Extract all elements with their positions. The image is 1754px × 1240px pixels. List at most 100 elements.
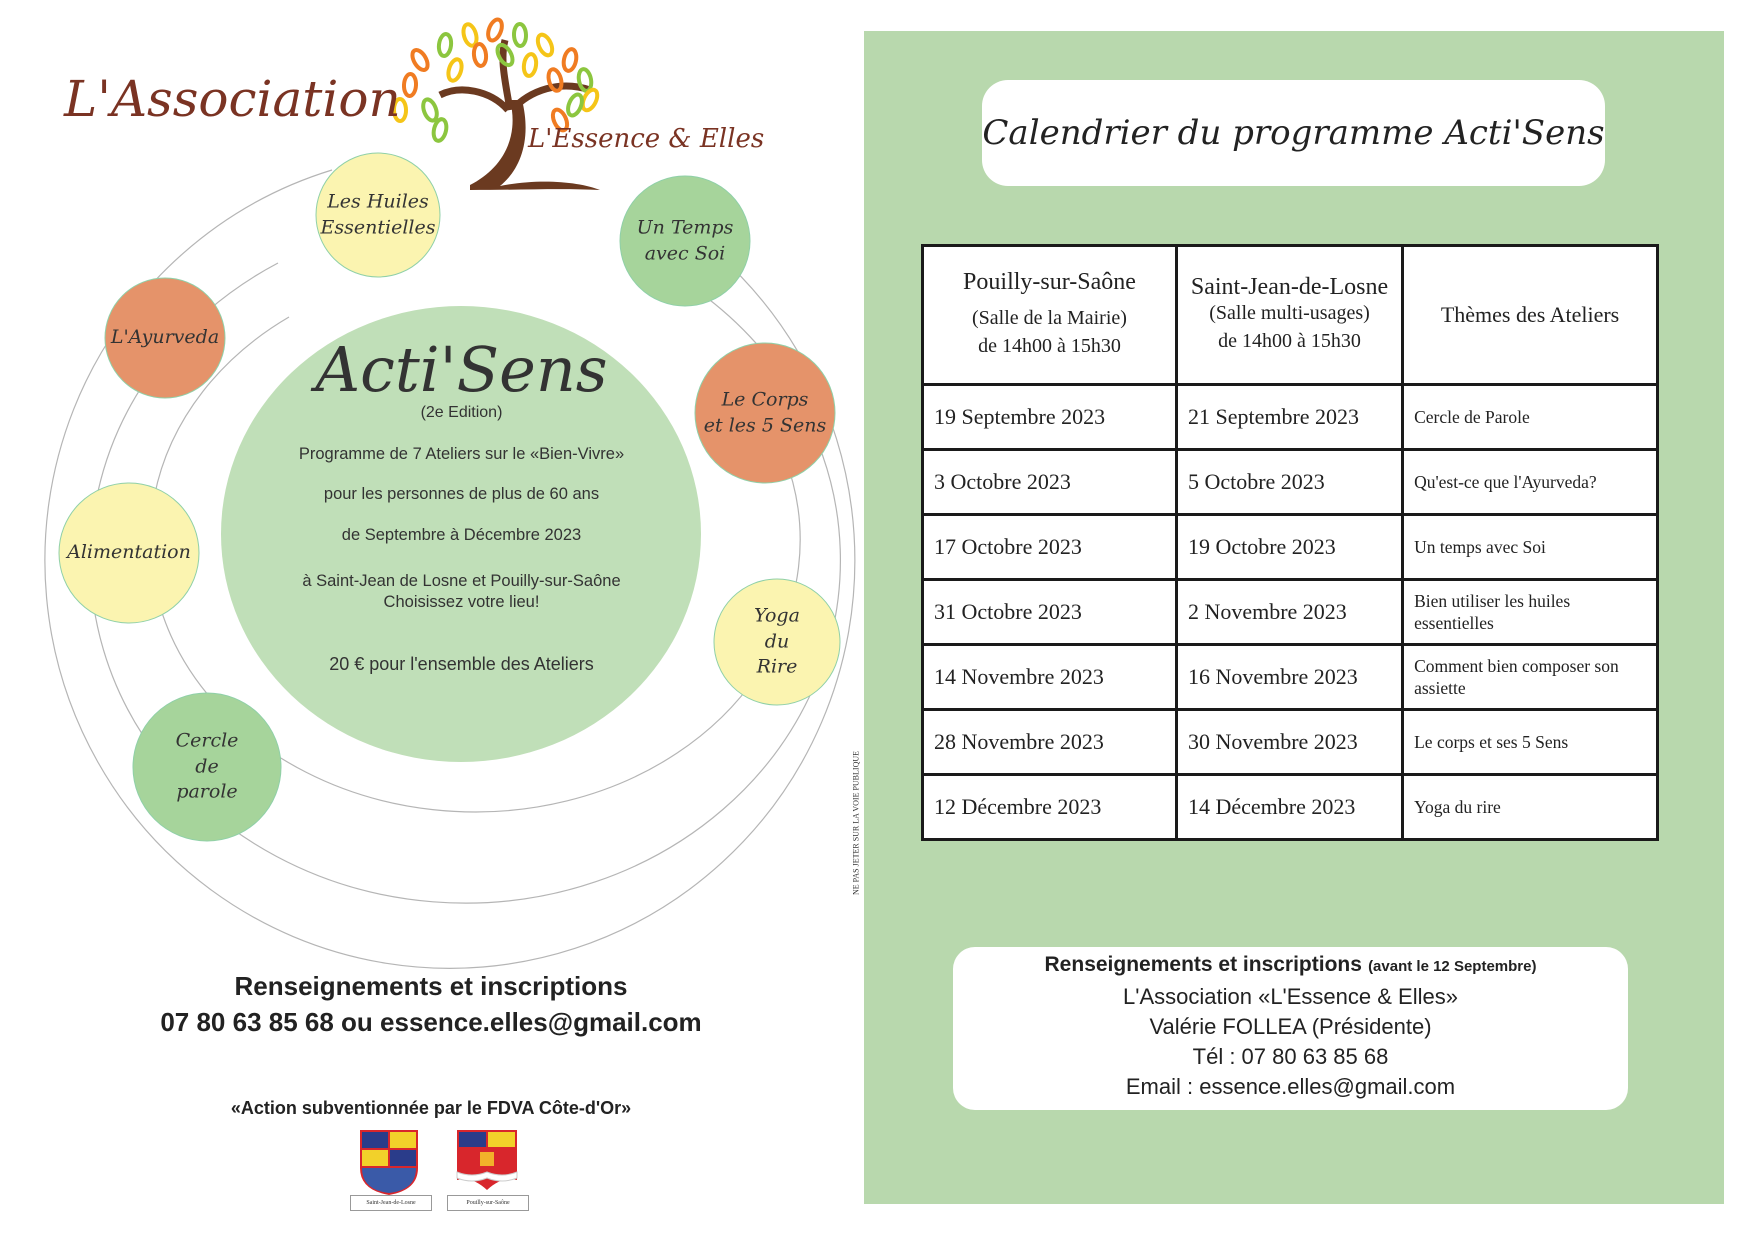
workshop-theme: Cercle de Parole [1401,383,1659,451]
bubble-label-line: de [195,755,219,778]
saint-jean-date: 14 Décembre 2023 [1174,773,1405,841]
table-row: 17 Octobre 2023 19 Octobre 2023 Un temps a… [921,513,1659,581]
bubble-label-line: avec Soi [644,242,726,264]
bubble-label-line: Le Corps [721,388,809,411]
workshop-bubble-label: Alimentation [67,540,191,566]
header-sub: de 14h00 à 15h30 [978,335,1121,357]
contact-phone: Tél : 07 80 63 85 68 [1192,1044,1389,1069]
pouilly-date: 3 Octobre 2023 [921,448,1178,516]
column-header: Pouilly-sur-Saône (Salle de la Mairie) d… [921,244,1178,386]
column-header: Thèmes des Ateliers [1401,244,1659,386]
table-row: 31 Octobre 2023 2 Novembre 2023 Bien utili… [921,578,1659,646]
arms-label: Saint-Jean-de-Losne [350,1195,432,1211]
table-row: 3 Octobre 2023 5 Octobre 2023 Qu'est-ce qu… [921,448,1659,516]
header-title: Thèmes des Ateliers [1440,302,1620,327]
saint-jean-date: 5 Octobre 2023 [1174,448,1405,516]
program-description: Acti'Sens (2e Edition) Programme de 7 At… [221,330,702,675]
coat-of-arms-pouilly-sur-saone [456,1130,518,1190]
pouilly-date: 28 Novembre 2023 [921,708,1178,776]
saint-jean-date: 30 Novembre 2023 [1174,708,1405,776]
table-header-row: Pouilly-sur-Saône (Salle de la Mairie) d… [921,244,1659,386]
logo-name-text: L'Essence & Elles [528,124,765,154]
bubble-label-line: Alimentation [67,541,191,564]
header-title: Saint-Jean-de-Losne [1190,274,1389,300]
description-line: de Septembre à Décembre 2023 [341,526,582,544]
pouilly-date: 12 Décembre 2023 [921,773,1178,841]
contact-president: Valérie FOLLEA (Présidente) [1149,1014,1432,1039]
pouilly-date: 17 Octobre 2023 [921,513,1178,581]
workshop-bubble-label: Le Corps et les 5 Sens [704,387,826,438]
workshop-theme: Yoga du rire [1401,773,1659,841]
bubble-label-line: L'Ayurveda [110,326,220,349]
orbit-arc-middle [89,262,841,904]
workshop-bubble-label: Les Huiles Essentielles [321,189,436,240]
table-row: 14 Novembre 2023 16 Novembre 2023 Comment … [921,643,1659,711]
saint-jean-date: 16 Novembre 2023 [1174,643,1405,711]
bubble-label-line: Essentielles [320,216,436,238]
workshop-theme: Le corps et ses 5 Sens [1401,708,1659,776]
coat-of-arms-saint-jean-de-losne [360,1130,418,1195]
bubble-label-line: Cercle [175,729,239,752]
column-header: Saint-Jean-de-Losne (Salle multi-usages)… [1174,244,1405,386]
subsidy-note: «Action subventionnée par le FDVA Côte-d… [230,1098,632,1118]
left-contact: Renseignements et inscriptions 07 80 63 … [0,968,862,1040]
saint-jean-date: 2 Novembre 2023 [1174,578,1405,646]
bubble-label-line: Un Temps [636,216,734,239]
contact-line: 07 80 63 85 68 ou essence.elles@gmail.co… [160,1007,702,1037]
table-row: 12 Décembre 2023 14 Décembre 2023 Yoga du … [921,773,1659,841]
logo-association-text: L'Association [64,70,401,128]
workshop-bubble [694,342,836,484]
vertical-note: NE PAS JETER SUR LA VOIE PUBLIQUE [851,750,861,896]
workshop-bubble [619,175,751,307]
contact-association: L'Association «L'Essence & Elles» [1123,984,1458,1009]
description-line: à Saint-Jean de Losne et Pouilly-sur-Saô… [302,572,621,590]
calendar-title: Calendrier du programme Acti'Sens [982,113,1605,153]
center-circle [221,306,701,762]
table-row: 28 Novembre 2023 30 Novembre 2023 Le corps… [921,708,1659,776]
orbit-arc-outer [44,169,856,969]
bubble-label-line: parole [176,780,238,803]
contact-deadline: (avant le 12 Septembre) [1368,958,1537,975]
workshop-bubble [713,578,841,706]
header-sub: (Salle multi-usages) [1209,302,1370,324]
pouilly-date: 14 Novembre 2023 [921,643,1178,711]
saint-jean-date: 19 Octobre 2023 [1174,513,1405,581]
workshop-bubble [132,692,282,842]
workshop-theme: Bien utiliser les huiles essentielles [1401,578,1659,646]
workshop-theme: Comment bien composer son assiette [1401,643,1659,711]
workshop-theme: Qu'est-ce que l'Ayurveda? [1401,448,1659,516]
program-title: Acti'Sens [315,333,608,406]
header-sub: (Salle de la Mairie) [972,307,1127,329]
calendar-title-box: Calendrier du programme Acti'Sens [982,80,1605,186]
table-row: 19 Septembre 2023 21 Septembre 2023 Cercle… [921,383,1659,451]
workshop-bubble-label: Un Temps avec Soi [637,215,734,266]
workshop-bubble-label: Cercle de parole [176,729,239,806]
circle-diagram [44,17,856,1195]
header-sub: de 14h00 à 15h30 [1218,330,1361,352]
header-title: Pouilly-sur-Saône [963,269,1136,295]
pouilly-date: 19 Septembre 2023 [921,383,1178,451]
arms-label: Pouilly-sur-Saône [447,1195,529,1211]
contact-title: Renseignements et inscriptions [234,971,628,1001]
bubble-label-line: du [764,630,790,653]
saint-jean-date: 21 Septembre 2023 [1174,383,1405,451]
workshop-bubble [58,482,200,624]
bubble-label-line: Rire [756,655,798,678]
edition-label: (2e Edition) [420,404,503,421]
workshop-bubble [315,152,441,278]
tree-logo-icon [391,17,600,190]
bubble-label-line: Les Huiles [327,190,429,213]
workshop-theme: Un temps avec Soi [1401,513,1659,581]
workshop-bubble-label: Yoga du Rire [754,604,800,681]
description-line: Choisissez votre lieu! [383,593,540,611]
bubble-label-line: et les 5 Sens [703,414,827,436]
description-line: pour les personnes de plus de 60 ans [323,485,600,503]
bubble-label-line: Yoga [754,604,800,627]
contact-email[interactable]: Email : essence.elles@gmail.com [1125,1074,1456,1099]
workshop-bubble [104,277,226,399]
schedule-table: Pouilly-sur-Saône (Salle de la Mairie) d… [921,244,1659,841]
workshop-bubble-label: L'Ayurveda [111,325,219,351]
pouilly-date: 31 Octobre 2023 [921,578,1178,646]
price-line: 20 € pour l'ensemble des Ateliers [329,654,594,674]
contact-title: Renseignements et inscriptions [1044,953,1362,976]
